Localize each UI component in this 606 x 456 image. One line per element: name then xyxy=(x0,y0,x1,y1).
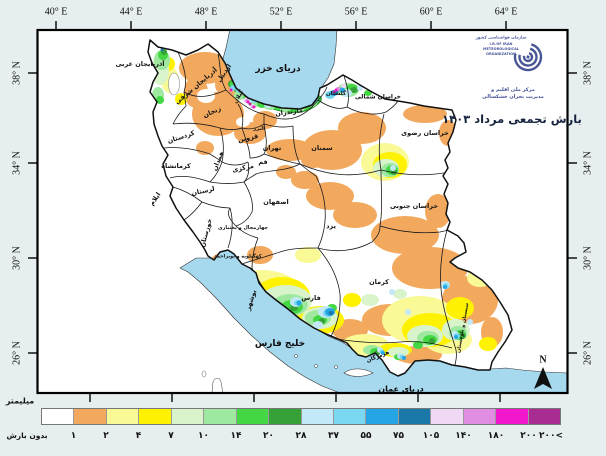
axis-ticks xyxy=(28,21,577,402)
legend-swatch xyxy=(42,409,75,424)
legend-swatch xyxy=(236,409,270,424)
legend-label: ۲ xyxy=(103,431,109,441)
legend-swatch xyxy=(301,409,334,424)
legend-labels-row: بدون بارش ۱ ۲ ۴ ۷ ۱۰ ۱۴ ۲۰ ۲۸ ۳۷ ۵۵ ۷۵ ۱۰۵ ۱۴۰ ۱۸۰ ۲۰۰ >… xyxy=(0,431,606,445)
legend-label: ۲۸ xyxy=(295,431,307,441)
gulf-island xyxy=(334,365,338,369)
gulf-island xyxy=(314,364,318,368)
legend-swatch xyxy=(139,409,172,424)
legend-label: ۱۴ xyxy=(230,431,242,441)
legend-label: ۱۴۰ xyxy=(455,431,472,441)
meteorological-organization-logo-icon xyxy=(513,43,543,72)
legend-swatch xyxy=(398,409,432,424)
legend-swatch xyxy=(463,409,497,424)
north-arrow-icon xyxy=(534,367,552,389)
legend-swatch xyxy=(496,409,529,424)
legend-swatch xyxy=(269,409,302,424)
legend-swatch xyxy=(74,409,107,424)
gulf-island xyxy=(294,354,298,358)
legend-swatch xyxy=(171,409,205,424)
legend-label: ۱ xyxy=(70,431,77,441)
legend-swatch xyxy=(366,409,399,424)
iran-border xyxy=(147,39,513,377)
legend-swatch xyxy=(528,409,560,424)
legend-label: بدون بارش xyxy=(6,431,48,440)
legend-label: ۲۰۰ xyxy=(520,431,537,441)
map-frame xyxy=(36,28,569,395)
legend-label: ۴ xyxy=(135,431,142,441)
legend-label: ۲۰ xyxy=(263,431,274,441)
qatar-peninsula xyxy=(211,377,224,393)
legend-swatch xyxy=(431,409,464,424)
legend-swatch xyxy=(106,409,140,424)
legend-label: ۳۷ xyxy=(328,431,339,441)
legend-label: ۱۰۵ xyxy=(422,431,440,441)
legend-label: ۷۵ xyxy=(393,431,404,441)
qeshm-island xyxy=(343,368,374,377)
province-borders xyxy=(163,51,457,366)
legend-label: ۱۰ xyxy=(198,431,209,441)
legend-swatch xyxy=(204,409,237,424)
legend-color-bar xyxy=(41,408,561,425)
legend-label: >۲۰۰ xyxy=(538,431,564,441)
legend-label: ۱۸۰ xyxy=(487,431,505,441)
bahrain-island xyxy=(201,370,207,378)
legend-swatch xyxy=(333,409,367,424)
legend-label: ۷ xyxy=(168,431,174,441)
legend-label: ۵۵ xyxy=(360,431,372,441)
lake-urmia xyxy=(168,72,180,96)
